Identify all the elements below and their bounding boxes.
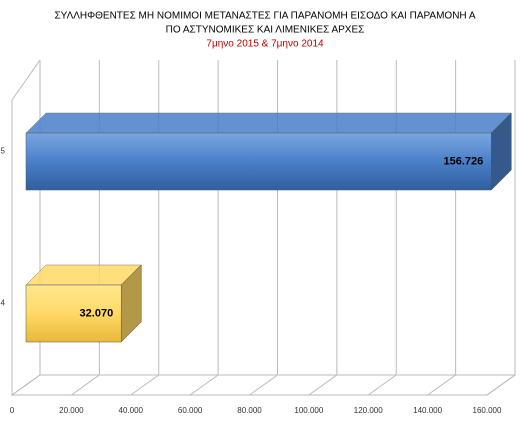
side-wall xyxy=(11,59,41,395)
grid-line xyxy=(367,60,397,396)
grid-line xyxy=(189,60,219,396)
bar-top xyxy=(25,112,512,134)
chart-title: ΣΥΛΛΗΦΘΕΝΤΕΣ ΜΗ ΝΟΜΙΜΟΙ ΜΕΤΑΝΑΣΤΕΣ ΓΙΑ Π… xyxy=(54,11,475,22)
x-tick-label: 140.000 xyxy=(413,406,442,415)
x-tick-label: 0 xyxy=(10,406,15,415)
x-tick-label: 100.000 xyxy=(294,406,323,415)
grid-line xyxy=(71,60,100,396)
grid-line xyxy=(130,60,160,396)
x-tick-label: 80.000 xyxy=(237,406,262,415)
grid-line xyxy=(11,60,41,396)
grid-line xyxy=(308,60,338,396)
x-tick-label: 160.000 xyxy=(473,406,502,415)
grid-line xyxy=(249,60,278,396)
bar xyxy=(25,132,492,191)
data-label: 32.070 xyxy=(80,307,114,319)
y-tick-label: 4 xyxy=(1,299,6,308)
y-tick-label: 5 xyxy=(1,147,6,156)
chart-subtitle: 7μηνο 2015 & 7μηνο 2014 xyxy=(206,39,324,50)
x-tick-label: 60.000 xyxy=(178,406,203,415)
bar xyxy=(25,284,122,343)
x-tick-label: 20.000 xyxy=(59,406,84,415)
chart-title: ΠΟ ΑΣΤΥΝΟΜΙΚΕΣ ΚΑΙ ΛΙΜΕΝΙΚΕΣ ΑΡΧΕΣ xyxy=(166,25,365,36)
grid-line xyxy=(486,60,516,396)
grid-line xyxy=(427,60,457,396)
x-tick-label: 120.000 xyxy=(354,406,383,415)
x-tick-label: 40.000 xyxy=(119,406,144,415)
data-label: 156.726 xyxy=(444,155,484,167)
